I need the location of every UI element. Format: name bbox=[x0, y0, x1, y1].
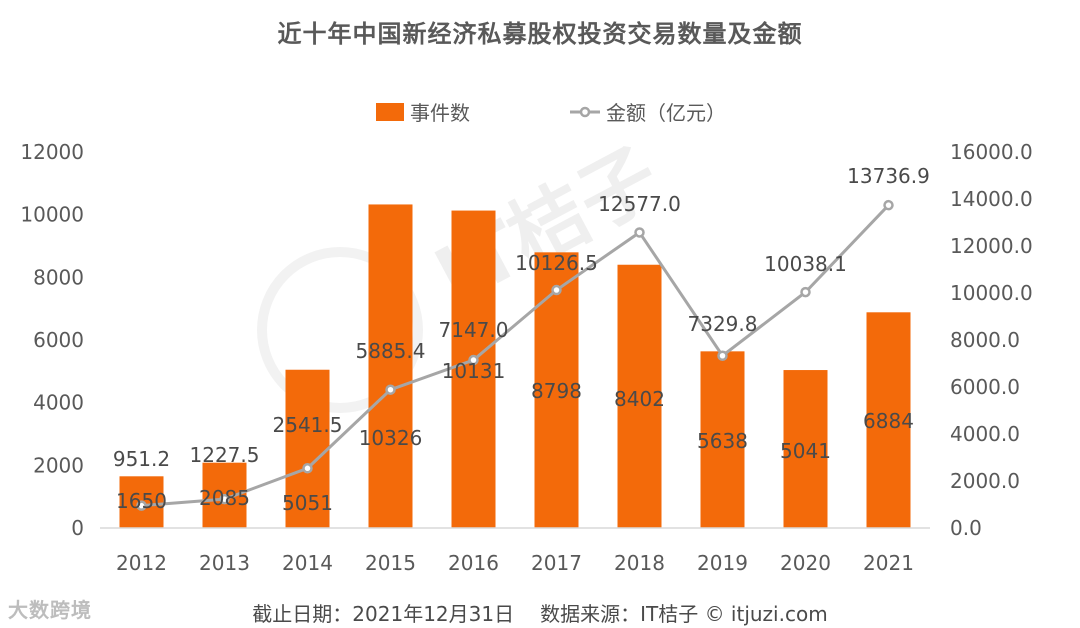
bar-2020 bbox=[783, 370, 828, 528]
line-value-label: 10038.1 bbox=[764, 252, 847, 276]
x-tick-label: 2019 bbox=[697, 551, 748, 575]
bar-value-label: 6884 bbox=[863, 409, 914, 433]
left-tick-label: 4000 bbox=[33, 391, 84, 415]
chart-title: 近十年中国新经济私募股权投资交易数量及金额 bbox=[277, 20, 803, 48]
axes: 0 2000 4000 6000 8000 10000 12000 0.0 2000.0 4000… bbox=[20, 140, 1032, 575]
left-tick-label: 0 bbox=[71, 516, 84, 540]
x-tick-label: 2021 bbox=[863, 551, 914, 575]
bar-series bbox=[119, 204, 911, 528]
watermark-logo-icon bbox=[257, 247, 423, 413]
footer: 截止日期：2021年12月31日 数据来源：IT桔子 © itjuzi.com bbox=[0, 598, 1080, 627]
bar-2014 bbox=[285, 369, 330, 528]
right-tick-label: 0.0 bbox=[950, 516, 982, 540]
right-tick-label: 8000.0 bbox=[950, 328, 1020, 352]
line-point-2014 bbox=[302, 463, 313, 474]
line-point-2013 bbox=[219, 493, 230, 505]
bar-value-label: 10131 bbox=[442, 359, 506, 383]
line-value-label: 13736.9 bbox=[847, 164, 930, 188]
line-point-2016 bbox=[468, 354, 479, 366]
x-tick-label: 2020 bbox=[780, 551, 831, 575]
legend: 事件数 金额（亿元） bbox=[376, 101, 726, 125]
right-tick-label: 4000.0 bbox=[950, 422, 1020, 446]
bar-value-label: 8798 bbox=[531, 379, 582, 403]
right-tick-label: 2000.0 bbox=[950, 469, 1020, 493]
line-value-label: 2541.5 bbox=[273, 413, 343, 437]
line-value-label: 5885.4 bbox=[356, 339, 426, 363]
line-point-2019 bbox=[717, 350, 728, 361]
line-point-2018 bbox=[634, 227, 645, 238]
bar-2018 bbox=[617, 264, 662, 528]
right-tick-label: 6000.0 bbox=[950, 375, 1020, 399]
left-tick-label: 12000 bbox=[20, 140, 84, 164]
line-value-label: 12577.0 bbox=[598, 192, 681, 216]
x-tick-label: 2017 bbox=[531, 551, 582, 575]
bar-2021 bbox=[866, 312, 911, 528]
x-tick-label: 2018 bbox=[614, 551, 665, 575]
line-value-label: 7147.0 bbox=[439, 318, 509, 342]
legend-line-label: 金额（亿元） bbox=[606, 101, 726, 125]
data-labels: 1650 2085 5051 10326 10131 8798 8402 5638 5041 68… bbox=[113, 164, 930, 515]
x-tick-label: 2015 bbox=[365, 551, 416, 575]
line-series bbox=[136, 199, 894, 511]
line-value-label: 951.2 bbox=[113, 447, 170, 471]
right-tick-label: 10000.0 bbox=[950, 281, 1033, 305]
x-tick-label: 2013 bbox=[199, 551, 250, 575]
bar-2019 bbox=[700, 351, 745, 528]
x-tick-label: 2014 bbox=[282, 551, 333, 575]
legend-bar-swatch bbox=[376, 103, 404, 121]
right-tick-label: 12000.0 bbox=[950, 234, 1033, 258]
bar-value-label: 5051 bbox=[282, 491, 333, 515]
line-point-2012 bbox=[136, 500, 147, 511]
left-tick-label: 10000 bbox=[20, 203, 84, 227]
left-tick-label: 6000 bbox=[33, 328, 84, 352]
line-value-label: 1227.5 bbox=[190, 443, 260, 467]
legend-line-marker bbox=[579, 106, 591, 118]
line-point-2015 bbox=[385, 384, 396, 395]
left-tick-label: 2000 bbox=[33, 453, 84, 477]
line-point-2021 bbox=[883, 199, 894, 211]
line-value-label: 10126.5 bbox=[515, 251, 598, 275]
x-tick-label: 2016 bbox=[448, 551, 499, 575]
line-point-2017 bbox=[551, 284, 562, 296]
corner-logo: 大数跨境 bbox=[8, 598, 92, 622]
bar-2017 bbox=[534, 252, 579, 528]
bar-value-label: 10326 bbox=[359, 426, 423, 450]
bar-value-label: 1650 bbox=[116, 489, 167, 513]
source-note: 数据来源：IT桔子 © itjuzi.com bbox=[540, 602, 828, 626]
x-tick-label: 2012 bbox=[116, 551, 167, 575]
bar-value-label: 5638 bbox=[697, 429, 748, 453]
right-tick-label: 16000.0 bbox=[950, 140, 1033, 164]
bar-value-label: 5041 bbox=[780, 439, 831, 463]
date-note: 截止日期：2021年12月31日 bbox=[252, 602, 515, 626]
legend-bar-label: 事件数 bbox=[410, 101, 470, 125]
right-tick-label: 14000.0 bbox=[950, 187, 1033, 211]
bar-2016 bbox=[451, 210, 496, 528]
line-path bbox=[141, 204, 890, 508]
bar-2015 bbox=[368, 204, 413, 528]
line-point-2020 bbox=[800, 286, 811, 298]
bar-value-label: 8402 bbox=[614, 387, 665, 411]
bar-value-label: 2085 bbox=[199, 486, 250, 510]
left-tick-label: 8000 bbox=[33, 265, 84, 289]
line-value-label: 7329.8 bbox=[688, 312, 758, 336]
